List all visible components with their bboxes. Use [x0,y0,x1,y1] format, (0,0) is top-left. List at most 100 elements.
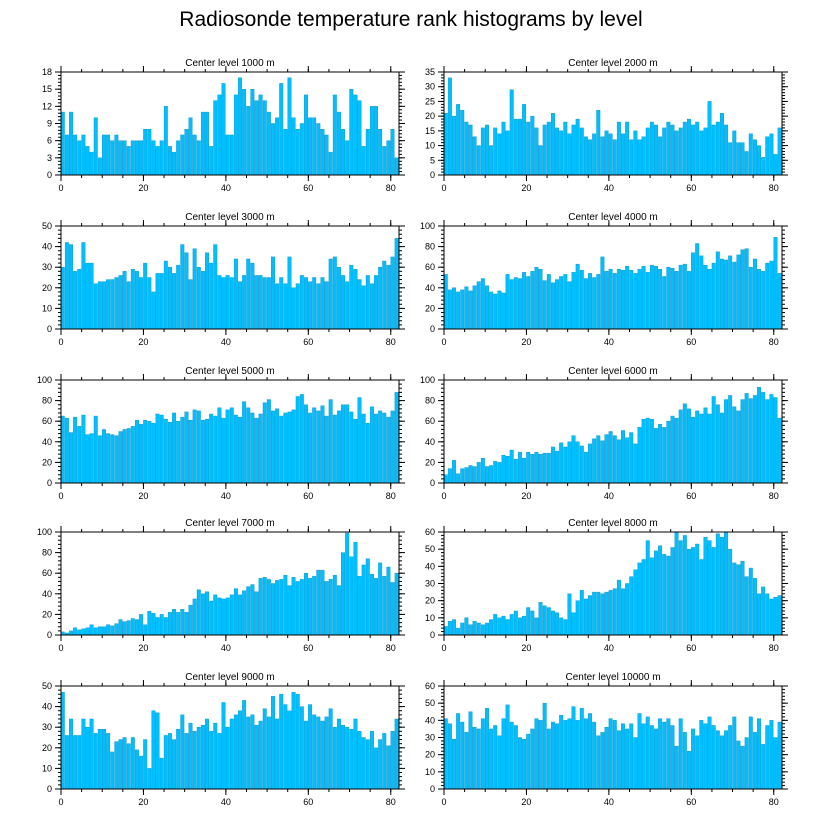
histogram-bar [480,718,485,790]
y-tick-label: 20 [42,457,52,467]
histogram-bar [139,614,144,636]
y-tick-label: 0 [47,784,52,794]
x-tick-label: 60 [303,337,313,347]
histogram-bar [493,725,498,790]
histogram-bar [707,269,712,330]
histogram-bar [304,94,308,176]
panel-title: Center level 10000 m [565,672,660,683]
histogram-bar [526,121,531,176]
x-tick-label: 20 [138,643,148,653]
histogram-bar [505,130,510,176]
histogram-bar [139,277,144,330]
histogram-bar [394,238,399,330]
histogram-bar [571,435,576,484]
histogram-bar [460,110,465,176]
histogram-bar [748,398,753,484]
y-tick-label: 10 [425,141,435,151]
panel-title: Center level 8000 m [568,518,658,529]
plot-frame [60,531,400,636]
histogram-bar [308,578,313,636]
histogram-bar [213,244,218,330]
histogram-bar [501,615,506,636]
histogram-bar [715,730,720,790]
histogram-bar [258,275,263,330]
histogram-bar [645,417,650,484]
histogram-bar [283,283,288,330]
histogram-bar [122,140,127,176]
plot-frame [443,379,783,484]
histogram-bar [736,254,741,330]
histogram-bar [69,718,73,790]
histogram-bar [143,129,148,176]
histogram-bar [608,133,613,176]
histogram-bar [489,465,494,484]
plot-frame [443,71,783,176]
histogram-bar [530,271,535,330]
histogram-bar [662,427,667,484]
histogram-bar [476,281,481,330]
histogram-bar [163,106,168,176]
histogram-bar [629,270,634,330]
histogram-bar [110,625,115,636]
histogram-bar [579,270,584,330]
histogram-bar [271,583,275,636]
histogram-bar [213,100,218,176]
histogram-bar [480,624,485,636]
histogram-bar [666,555,671,636]
histogram-bar [744,576,749,636]
histogram-bar [336,718,341,790]
histogram-bar [748,716,753,790]
histogram-bar [658,424,663,484]
histogram-bar [147,768,152,790]
histogram-bar [678,540,683,636]
histogram-bar [546,728,551,790]
histogram-bar [534,451,539,484]
histogram-bar [452,460,456,484]
histogram-bar [443,274,448,330]
histogram-bar [106,733,111,790]
histogram-bar [238,594,242,636]
x-tick-label: 60 [303,183,313,193]
histogram-bar [546,121,551,176]
panel-5: Center level 5000 m 0 20 40 60 80 100 0 20 40 60 80 [37,366,405,501]
y-tick-label: 3 [47,153,52,163]
histogram-bar [287,411,292,484]
histogram-bar [118,275,123,330]
histogram-bar [143,262,148,330]
histogram-bar [472,727,477,790]
histogram-bar [102,134,106,176]
histogram-bar [616,121,621,176]
histogram-bar [773,154,778,176]
histogram-bar [324,415,329,484]
histogram-bar [365,275,370,330]
histogram-bar [443,718,448,790]
histogram-bar [518,278,522,330]
histogram-bar [497,617,502,636]
histogram-bar [328,399,333,484]
histogram-bar [275,117,280,176]
x-tick-label: 80 [386,797,396,807]
histogram-bar [374,413,378,484]
histogram-bar [353,418,358,484]
histogram-bar [707,413,712,484]
histogram-bar [188,279,193,330]
histogram-bar [382,260,387,330]
histogram-bar [464,467,469,484]
histogram-bar [60,691,65,790]
histogram-bar [250,412,255,484]
histogram-bar [341,552,346,636]
histogram-bar [588,139,592,176]
histogram-bar [550,112,555,176]
histogram-bar [110,140,115,176]
histogram-bar [621,588,625,636]
histogram-bar [691,252,696,330]
histogram-bar [200,419,205,484]
histogram-bar [724,124,729,176]
histogram-bar [184,411,189,484]
histogram-bar [110,751,115,790]
histogram-bar [172,412,177,484]
y-tick-label: 35 [425,67,435,77]
histogram-bar [583,136,588,176]
histogram-bar [526,733,531,790]
